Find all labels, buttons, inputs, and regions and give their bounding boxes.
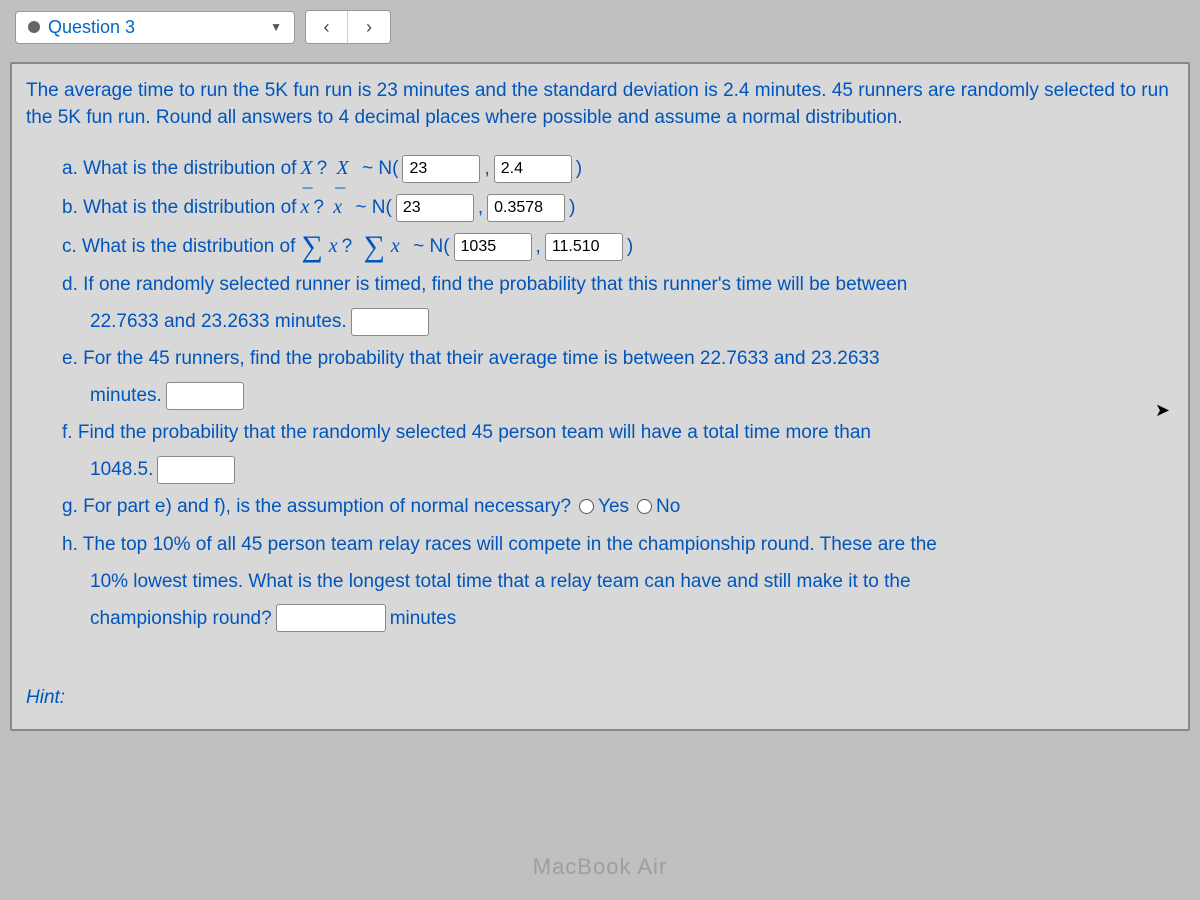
input-a-sd[interactable] [494, 155, 572, 183]
part-h-text3: championship round? [90, 600, 272, 637]
part-f-text1: f. Find the probability that the randoml… [62, 414, 871, 451]
question-container: The average time to run the 5K fun run i… [10, 62, 1190, 731]
part-f-text2: 1048.5. [90, 451, 153, 488]
input-d[interactable] [351, 308, 429, 336]
part-a-text: a. What is the distribution of [62, 150, 296, 187]
part-e-line2: minutes. [62, 377, 1148, 414]
part-b-text: b. What is the distribution of [62, 189, 296, 226]
var-xbar2: x [333, 188, 342, 227]
question-label-wrap: Question 3 [28, 17, 135, 38]
question-prompt: The average time to run the 5K fun run i… [12, 64, 1188, 149]
sigma-icon-2: ∑ [364, 235, 385, 259]
part-d: d. If one randomly selected runner is ti… [62, 266, 1148, 303]
var-xbar: x [300, 188, 309, 227]
radio-no[interactable] [637, 499, 652, 514]
header-bar: Question 3 ▼ ‹ › [0, 0, 1200, 54]
label-no: No [656, 488, 680, 525]
question-number: Question 3 [48, 17, 135, 38]
part-b: b. What is the distribution of x? x ~ N(… [62, 188, 1148, 227]
part-c-mid: ~ N( [413, 228, 449, 265]
next-button[interactable]: › [348, 11, 390, 43]
part-d-text1: d. If one randomly selected runner is ti… [62, 266, 907, 303]
part-g-text: g. For part e) and f), is the assumption… [62, 488, 571, 525]
hint-label: Hint: [12, 657, 1188, 729]
nav-group: ‹ › [305, 10, 391, 44]
prev-button[interactable]: ‹ [306, 11, 348, 43]
part-e-text2: minutes. [90, 377, 162, 414]
part-b-mid: ~ N( [355, 189, 391, 226]
input-b-mean[interactable] [396, 194, 474, 222]
part-d-text2: 22.7633 and 23.2633 minutes. [90, 303, 347, 340]
sigma-icon: ∑ [301, 235, 322, 259]
part-h-text2: 10% lowest times. What is the longest to… [90, 563, 911, 600]
part-f: f. Find the probability that the randoml… [62, 414, 1148, 451]
radio-yes[interactable] [579, 499, 594, 514]
question-selector[interactable]: Question 3 ▼ [15, 11, 295, 44]
input-c-sd[interactable] [545, 233, 623, 261]
part-a-mid: ~ N( [362, 150, 398, 187]
part-f-line2: 1048.5. [62, 451, 1148, 488]
input-c-mean[interactable] [454, 233, 532, 261]
part-h: h. The top 10% of all 45 person team rel… [62, 526, 1148, 563]
part-h-text1: h. The top 10% of all 45 person team rel… [62, 526, 937, 563]
part-c: c. What is the distribution of ∑ x? ∑ x … [62, 227, 1148, 266]
var-sumx2: x [391, 227, 400, 266]
input-h[interactable] [276, 604, 386, 632]
part-e-text1: e. For the 45 runners, find the probabil… [62, 340, 880, 377]
label-yes: Yes [598, 488, 629, 525]
cursor-icon: ➤ [1155, 400, 1170, 421]
question-parts: a. What is the distribution of X? X ~ N(… [12, 149, 1188, 656]
dropdown-caret-icon: ▼ [270, 20, 282, 34]
input-b-sd[interactable] [487, 194, 565, 222]
part-e: e. For the 45 runners, find the probabil… [62, 340, 1148, 377]
status-dot-icon [28, 21, 40, 33]
part-g: g. For part e) and f), is the assumption… [62, 488, 1148, 525]
part-d-line2: 22.7633 and 23.2633 minutes. [62, 303, 1148, 340]
part-h-line3: championship round? minutes [62, 600, 1148, 637]
part-h-line2: 10% lowest times. What is the longest to… [62, 563, 1148, 600]
input-f[interactable] [157, 456, 235, 484]
device-watermark: MacBook Air [533, 854, 668, 880]
input-e[interactable] [166, 382, 244, 410]
part-a: a. What is the distribution of X? X ~ N(… [62, 149, 1148, 188]
part-c-text: c. What is the distribution of [62, 228, 295, 265]
var-sumx: x [329, 227, 338, 266]
part-h-unit: minutes [390, 600, 457, 637]
input-a-mean[interactable] [402, 155, 480, 183]
